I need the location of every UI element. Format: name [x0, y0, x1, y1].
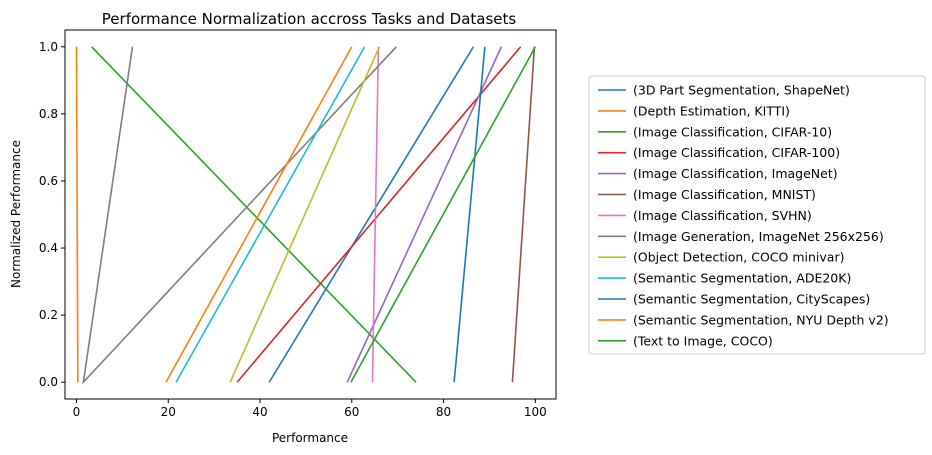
series-line-1 [75, 46, 79, 383]
plot-frame [64, 29, 557, 400]
y-tick-label: 0.4 [39, 241, 58, 255]
series-line-3 [236, 46, 522, 383]
legend-entry: (Image Classification, ImageNet) [633, 166, 838, 181]
legend-entry: (Semantic Segmentation, NYU Depth v2) [633, 312, 889, 327]
legend-entry: (Object Detection, COCO minivar) [633, 250, 844, 265]
legend-entry: (Depth Estimation, KITTI) [633, 103, 790, 118]
legend-entry: (Semantic Segmentation, ADE20K) [633, 271, 851, 286]
y-axis-label: Normalized Performance [9, 140, 23, 288]
lines-layer [75, 46, 537, 385]
y-ticks: 0.0 0.2 0.4 0.6 0.8 1.0 [39, 40, 65, 389]
legend-entry: (Image Classification, MNIST) [633, 187, 816, 202]
legend-frame [588, 75, 926, 355]
series-line-7 [82, 46, 397, 385]
legend-entry: (Image Classification, SVHN) [633, 208, 812, 223]
chart-title: Performance Normalization accross Tasks … [102, 10, 517, 28]
y-tick-label: 1.0 [39, 40, 58, 54]
series-line-6 [371, 46, 380, 383]
series-line-11 [165, 46, 353, 383]
y-tick-label: 0.6 [39, 174, 58, 188]
legend-entry: (Image Classification, CIFAR-100) [633, 145, 840, 160]
x-tick-label: 60 [344, 405, 359, 419]
x-tick-label: 0 [73, 405, 81, 419]
x-tick-label: 20 [161, 405, 176, 419]
legend-entry: (Image Generation, ImageNet 256x256) [633, 229, 884, 244]
x-tick-label: 40 [252, 405, 267, 419]
x-ticks: 0 20 40 60 80 100 [73, 399, 547, 419]
legend-entry: (Image Classification, CIFAR-10) [633, 124, 832, 139]
series-line-2 [91, 46, 417, 383]
legend: (3D Part Segmentation, ShapeNet) (Depth E… [588, 75, 926, 355]
y-tick-label: 0.8 [39, 107, 58, 121]
y-tick-label: 0.2 [39, 308, 58, 322]
x-tick-label: 100 [524, 405, 547, 419]
series-line-0 [268, 46, 475, 383]
legend-entry: (Text to Image, COCO) [633, 333, 773, 348]
series-line-10 [453, 46, 486, 383]
series-line-5 [511, 46, 536, 383]
x-axis-label: Performance [272, 431, 348, 445]
series-line-9 [175, 46, 366, 383]
y-tick-label: 0.0 [39, 375, 58, 389]
legend-entry: (3D Part Segmentation, ShapeNet) [633, 83, 850, 98]
series-line-8 [229, 46, 381, 383]
series-line-4 [346, 46, 503, 383]
legend-entry: (Semantic Segmentation, CityScapes) [633, 292, 870, 307]
x-tick-label: 80 [436, 405, 451, 419]
series-line-12 [350, 46, 537, 383]
